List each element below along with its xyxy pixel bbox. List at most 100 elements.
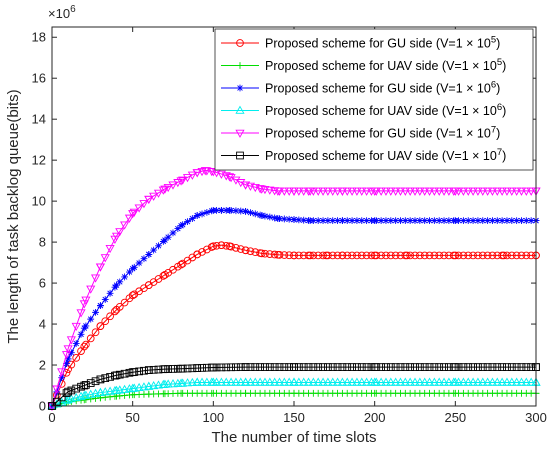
series-marker	[474, 363, 482, 371]
series-marker	[168, 379, 178, 388]
series-marker	[338, 251, 347, 260]
series-marker	[516, 187, 527, 196]
series-marker	[270, 187, 280, 196]
series-marker	[149, 192, 159, 201]
series-marker	[203, 363, 211, 372]
series-marker	[92, 308, 99, 316]
series-marker	[241, 246, 250, 255]
legend-marker	[235, 105, 245, 114]
series-marker	[101, 296, 109, 303]
series-marker	[134, 204, 144, 213]
legend-label-suffix: )	[502, 59, 506, 73]
legend-box	[214, 28, 534, 171]
series-marker	[303, 377, 314, 386]
series-marker	[469, 217, 477, 224]
series-marker	[507, 187, 517, 196]
series-marker	[163, 183, 173, 193]
series-marker	[449, 363, 458, 371]
series-marker	[111, 283, 119, 291]
series-marker	[468, 187, 478, 196]
series-marker	[159, 365, 168, 374]
series-marker	[178, 378, 188, 387]
series-marker	[415, 363, 424, 371]
series-marker	[518, 217, 525, 224]
series-marker	[57, 368, 67, 377]
x-tick-label: 100	[202, 410, 224, 425]
series-marker	[86, 334, 95, 343]
series-marker	[453, 187, 464, 196]
series-marker	[71, 322, 81, 332]
y-tick-label: 10	[32, 194, 46, 209]
series-marker	[371, 377, 381, 386]
series-marker	[81, 296, 91, 305]
y-axis-label: The length of task backlog queue(bits)	[5, 89, 22, 343]
series-marker	[270, 250, 279, 259]
series-marker	[309, 251, 318, 260]
series-marker	[314, 251, 323, 260]
legend-entry: Proposed scheme for GU side (V=1 × 106)	[221, 80, 500, 96]
series-marker	[342, 377, 352, 386]
series-marker	[353, 363, 361, 371]
data-point	[63, 394, 73, 404]
series-marker	[449, 251, 458, 260]
series-marker	[498, 217, 506, 224]
series-marker	[96, 375, 105, 384]
legend-marker	[236, 151, 244, 160]
data-point	[63, 345, 73, 354]
series-marker	[406, 363, 415, 371]
series-marker	[304, 363, 313, 371]
series-marker	[260, 377, 270, 386]
series-marker	[497, 377, 507, 386]
series-marker	[101, 317, 110, 326]
series-marker	[439, 187, 449, 196]
series-marker	[309, 363, 318, 371]
series-marker	[266, 213, 274, 221]
series-marker	[183, 364, 192, 373]
series-marker	[483, 187, 493, 196]
series-marker	[236, 377, 246, 386]
series-marker	[294, 251, 303, 260]
series-marker	[82, 340, 90, 349]
legend-label-suffix: )	[496, 37, 500, 51]
series-marker	[371, 187, 381, 196]
series-line	[51, 366, 536, 407]
series-marker	[217, 363, 226, 372]
series-marker	[270, 377, 280, 386]
series-marker	[139, 200, 149, 209]
legend-label-text: Proposed scheme for UAV side (V=1 × 10	[265, 104, 497, 118]
series-marker	[512, 251, 521, 260]
series-marker	[473, 187, 483, 196]
series-marker	[140, 255, 148, 263]
series-marker	[391, 187, 401, 196]
legend-label-text: Proposed scheme for GU side (V=1 × 10	[265, 127, 491, 141]
series-marker	[527, 251, 536, 260]
series-marker	[149, 365, 158, 374]
series-marker	[251, 248, 260, 256]
series-marker	[429, 187, 439, 196]
series-marker	[347, 187, 357, 196]
series-marker	[197, 167, 207, 177]
series-marker	[285, 363, 294, 371]
legend: Proposed scheme for GU side (V=1 × 105)P…	[214, 28, 534, 171]
series-marker	[503, 217, 511, 224]
series-marker	[396, 251, 405, 260]
series-marker	[242, 207, 249, 215]
series-marker	[67, 386, 76, 395]
series-marker	[430, 251, 439, 260]
series-marker	[115, 302, 124, 311]
series-marker	[459, 251, 468, 260]
series-marker	[363, 217, 370, 224]
legend-label: Proposed scheme for GU side (V=1 × 106)	[265, 80, 500, 96]
series-marker	[86, 379, 95, 387]
series-marker	[318, 187, 328, 196]
series-marker	[425, 363, 434, 371]
series-marker	[197, 377, 207, 386]
axes: 0 50 100 150 200 250 300 0 2 4 6 8 10 12 14 16 18	[32, 26, 547, 425]
series-marker	[100, 387, 110, 396]
legend-label: Proposed scheme for UAV side (V=1 × 107)	[265, 147, 506, 163]
series-marker	[91, 328, 100, 337]
series-marker	[430, 217, 438, 224]
legend-label-text: Proposed scheme for GU side (V=1 × 10	[265, 82, 491, 96]
data-point	[64, 355, 72, 363]
